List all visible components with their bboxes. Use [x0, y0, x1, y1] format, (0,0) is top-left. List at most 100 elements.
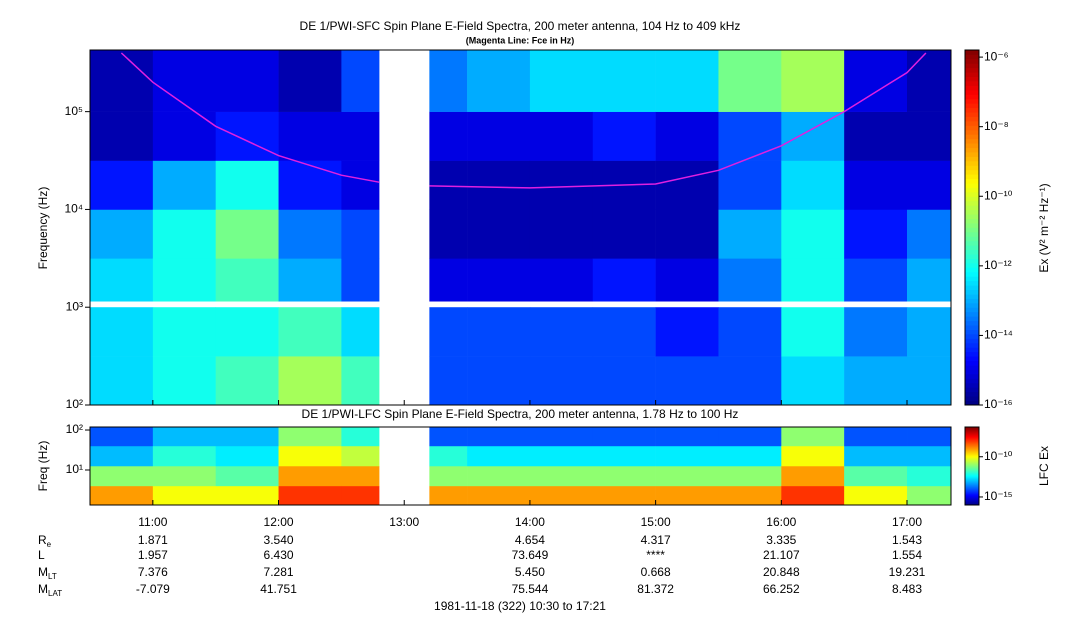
- heatmap-cell: [592, 209, 656, 259]
- heatmap-cell: [215, 465, 279, 487]
- heatmap-cell: [341, 111, 380, 161]
- colorbar-tick-label: 10⁻¹⁶: [984, 397, 1013, 411]
- colorbar-swatch: [965, 214, 979, 220]
- colorbar-swatch: [965, 54, 979, 60]
- heatmap-cell: [907, 50, 952, 112]
- heatmap-cell: [718, 258, 782, 302]
- colorbar-swatch: [965, 487, 979, 489]
- heatmap-cell: [529, 445, 594, 467]
- heatmap-cell: [655, 307, 719, 357]
- colorbar-swatch: [965, 476, 979, 479]
- colorbar-swatch: [965, 391, 979, 397]
- heatmap-cell: [655, 427, 719, 447]
- colorbar-swatch: [965, 94, 979, 100]
- colorbar-swatch: [965, 465, 979, 467]
- colorbar-swatch: [965, 205, 979, 211]
- ephemeris-label-main: L: [38, 548, 45, 562]
- heatmap-cell: [907, 465, 952, 487]
- colorbar-swatch: [965, 500, 979, 502]
- heatmap-cell: [781, 111, 845, 161]
- colorbar-swatch: [965, 479, 979, 482]
- heatmap-cell: [907, 111, 952, 161]
- colorbar-tick-label: 10⁻¹⁰: [984, 188, 1013, 202]
- colorbar-swatch: [965, 103, 979, 109]
- heatmap-cell: [90, 485, 154, 506]
- ephemeris-value: 3.540: [264, 533, 294, 547]
- colorbar-swatch: [965, 125, 979, 131]
- heatmap-cell: [844, 160, 908, 210]
- heatmap-cell: [781, 50, 845, 112]
- x-tick-label: 17:00: [892, 515, 922, 529]
- colorbar-swatch: [965, 494, 979, 496]
- colorbar-swatch: [965, 196, 979, 202]
- colorbar-swatch: [965, 249, 979, 255]
- heatmap-cell: [781, 307, 845, 357]
- colorbar-swatch: [965, 459, 979, 461]
- heatmap-cell: [278, 427, 342, 447]
- colorbar-swatch: [965, 433, 979, 436]
- heatmap-cell: [429, 209, 468, 259]
- colorbar-swatch: [965, 427, 979, 430]
- colorbar-swatch: [965, 285, 979, 291]
- ephemeris-value: 3.335: [766, 533, 796, 547]
- heatmap-cell: [341, 209, 380, 259]
- heatmap-cell: [215, 50, 279, 112]
- y-axis-label: Frequency (Hz): [36, 187, 50, 270]
- heatmap-cell: [152, 160, 216, 210]
- colorbar-swatch: [965, 156, 979, 162]
- heatmap-cell: [718, 307, 782, 357]
- heatmap-cell: [781, 258, 845, 302]
- heatmap-cell: [467, 445, 531, 467]
- colorbar-swatch: [965, 434, 979, 437]
- heatmap-cell: [152, 356, 216, 406]
- ephemeris-value: 0.668: [641, 565, 671, 579]
- heatmap-cell: [278, 258, 342, 302]
- heatmap-cell: [215, 258, 279, 302]
- colorbar-swatch: [965, 373, 979, 379]
- colorbar-swatch: [965, 365, 979, 370]
- colorbar-swatch: [965, 267, 979, 273]
- heatmap-cell: [278, 111, 342, 161]
- heatmap-cell: [529, 465, 594, 487]
- colorbar-swatch: [965, 436, 979, 439]
- colorbar-swatch: [965, 50, 979, 55]
- colorbar-swatch: [965, 258, 979, 264]
- x-tick-label: 11:00: [138, 515, 167, 529]
- colorbar-swatch: [965, 458, 979, 460]
- heatmap-cell: [215, 445, 279, 467]
- heatmap-cell: [655, 445, 719, 467]
- date-label: 1981-11-18 (322) 10:30 to 17:21: [434, 599, 606, 613]
- heatmap-cell: [215, 160, 279, 210]
- heatmap-cell: [90, 50, 154, 112]
- heatmap-cell: [718, 356, 782, 406]
- heatmap-cell: [429, 160, 468, 210]
- colorbar-swatch: [965, 497, 979, 499]
- heatmap-cell: [907, 485, 952, 506]
- ephemeris-label: MLT: [38, 565, 57, 581]
- colorbar-swatch: [965, 143, 979, 149]
- heatmap-cell: [467, 50, 531, 112]
- colorbar-swatch: [965, 444, 979, 446]
- heatmap-cell: [278, 160, 342, 210]
- heatmap-cell: [592, 50, 656, 112]
- colorbar-swatch: [965, 227, 979, 233]
- colorbar-swatch: [965, 134, 979, 140]
- heatmap-cell: [529, 209, 594, 259]
- chart-title: DE 1/PWI-SFC Spin Plane E-Field Spectra,…: [300, 19, 741, 33]
- heatmap-cell: [844, 485, 908, 506]
- colorbar-swatch: [965, 325, 979, 330]
- colorbar-swatch: [965, 491, 979, 493]
- heatmap-cell: [341, 356, 380, 406]
- colorbar-swatch: [965, 461, 979, 463]
- plot-frame: [89, 426, 952, 506]
- colorbar-swatch: [965, 382, 979, 388]
- heatmap-cell: [529, 258, 594, 302]
- heatmap-cell: [278, 465, 342, 487]
- colorbar-swatch: [965, 280, 979, 286]
- colorbar-swatch: [965, 463, 979, 465]
- colorbar-swatch: [965, 489, 979, 491]
- colorbar-swatch: [965, 446, 979, 448]
- colorbar-swatch: [965, 187, 979, 193]
- colorbar-swatch: [965, 432, 979, 435]
- colorbar-swatch: [965, 435, 979, 438]
